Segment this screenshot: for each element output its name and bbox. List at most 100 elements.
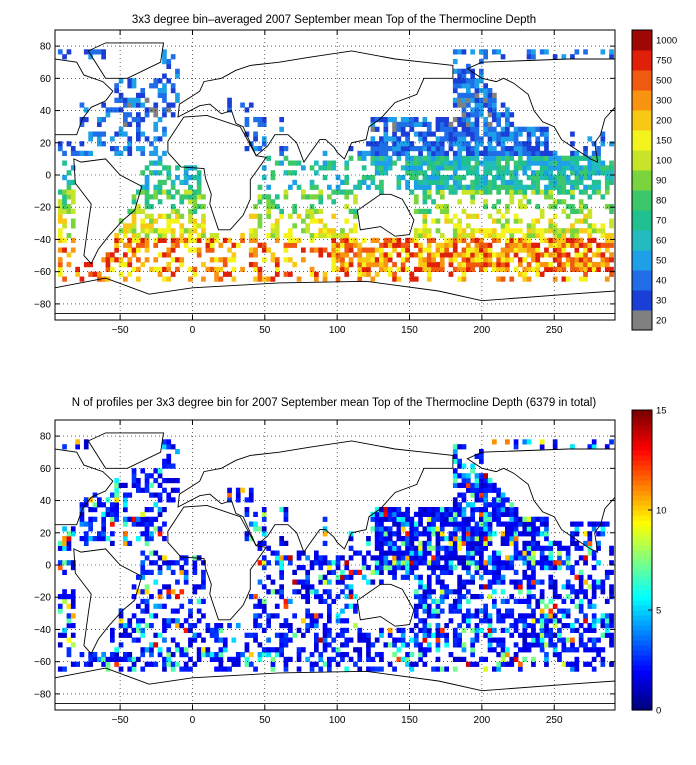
bin-cell (505, 155, 510, 161)
bin-cell (270, 252, 276, 258)
bin-cell (327, 642, 332, 648)
bin-cell (487, 121, 493, 127)
bin-cell (331, 656, 337, 662)
bin-cell (548, 155, 554, 161)
bin-cell (439, 160, 445, 166)
colorbar-gradient-step (632, 515, 652, 521)
bin-cell (452, 78, 458, 84)
bin-cell (552, 618, 558, 624)
bin-cell (496, 555, 501, 561)
bin-cell (83, 497, 89, 503)
bin-cell (509, 579, 515, 585)
bin-cell (353, 194, 358, 200)
bin-cell (552, 560, 558, 566)
bin-cell (452, 247, 458, 253)
bin-cell (335, 632, 341, 638)
bin-cell (479, 608, 484, 614)
x-tick-label: 200 (474, 325, 491, 336)
bin-cell (153, 146, 159, 152)
bin-cell (583, 560, 588, 566)
bin-cell (62, 545, 67, 551)
bin-cell (522, 550, 528, 556)
bin-cell (409, 521, 415, 527)
bin-cell (483, 199, 488, 205)
bin-cell (479, 68, 484, 74)
bin-cell (170, 102, 176, 108)
bin-cell (500, 150, 506, 156)
bin-cell (374, 160, 380, 166)
bin-cell (479, 550, 484, 556)
bin-cell (379, 516, 384, 522)
bin-cell (196, 584, 202, 590)
bin-cell (396, 155, 402, 161)
bin-cell (110, 652, 115, 658)
bin-cell (405, 521, 410, 527)
bin-cell (62, 560, 67, 566)
bin-cell (413, 233, 419, 239)
bin-cell (509, 555, 515, 561)
bin-cell (505, 136, 510, 142)
bin-cell (505, 165, 510, 171)
bin-cell (57, 608, 63, 614)
bin-cell (535, 184, 541, 190)
colorbar-gradient-step (632, 420, 652, 426)
bin-cell (578, 189, 584, 195)
bin-cell (452, 223, 458, 229)
bin-cell (166, 102, 172, 108)
bin-cell (452, 550, 458, 556)
bin-cell (357, 262, 363, 268)
bin-cell (522, 165, 528, 171)
bin-cell (166, 647, 172, 653)
bin-cell (583, 218, 588, 224)
bin-cell (322, 540, 328, 546)
bin-cell (600, 49, 606, 55)
bin-cell (474, 189, 480, 195)
bin-cell (274, 194, 280, 200)
bin-cell (179, 589, 185, 595)
bin-cell (513, 550, 519, 556)
bin-cell (288, 228, 293, 234)
bin-cell (435, 179, 441, 185)
bin-cell (444, 569, 449, 575)
bin-cell (444, 218, 449, 224)
bin-cell (483, 247, 488, 253)
bin-cell (105, 107, 111, 113)
bin-cell (587, 584, 593, 590)
bin-cell (183, 170, 189, 176)
bin-cell (409, 540, 415, 546)
bin-cell (557, 560, 562, 566)
bin-cell (470, 97, 475, 103)
bin-cell (444, 507, 449, 513)
bin-cell (483, 266, 488, 272)
bin-cell (253, 623, 258, 629)
bin-cell (479, 247, 484, 253)
bin-cell (535, 266, 541, 272)
bin-cell (175, 68, 180, 74)
bin-cell (479, 49, 484, 55)
bin-cell (335, 184, 341, 190)
bin-cell (600, 618, 606, 624)
bin-cell (253, 618, 258, 624)
bin-cell (505, 266, 510, 272)
bin-cell (483, 632, 488, 638)
bin-cell (457, 584, 462, 590)
bin-cell (587, 598, 593, 604)
bin-cell (188, 247, 193, 253)
bin-cell (531, 632, 536, 638)
bin-cell (457, 608, 462, 614)
bin-cell (374, 150, 380, 156)
x-tick-label: 200 (474, 715, 491, 726)
bin-cell (62, 627, 67, 633)
bin-cell (574, 262, 580, 268)
bin-cell (557, 242, 562, 248)
bin-cell (422, 637, 428, 643)
bin-cell (131, 482, 137, 488)
bin-cell (496, 661, 501, 667)
bin-cell (561, 637, 567, 643)
colorbar-gradient-step (632, 675, 652, 681)
bin-cell (457, 540, 462, 546)
bin-cell (457, 179, 462, 185)
bin-cell (518, 661, 523, 667)
colorbar-swatch (632, 190, 652, 211)
bin-cell (227, 237, 232, 243)
